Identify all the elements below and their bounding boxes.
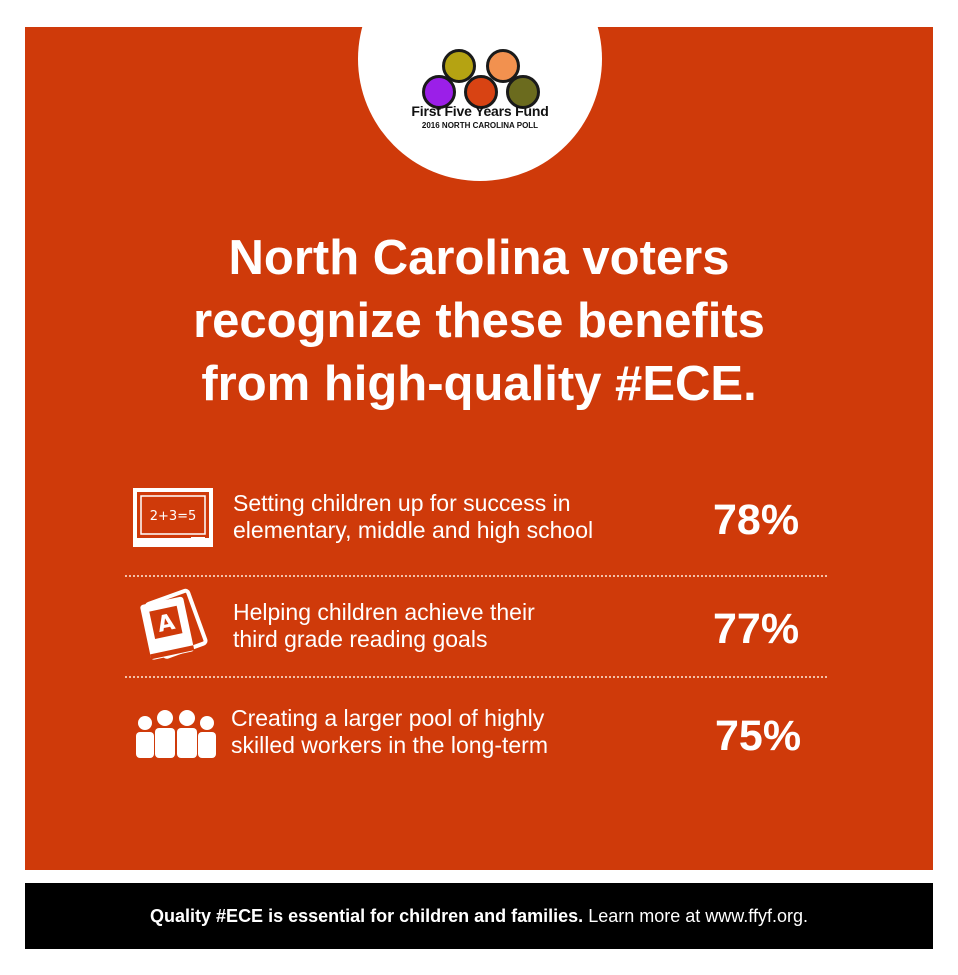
- logo-name: First Five Years Fund: [411, 103, 549, 119]
- dotted-divider: [125, 676, 827, 678]
- people-group-icon: [136, 710, 216, 758]
- logo-subtitle: 2016 NORTH CAROLINA POLL: [421, 121, 539, 130]
- benefit-row-skilled-workers: Creating a larger pool of highly skilled…: [25, 695, 933, 775]
- logo-dot-orange: [486, 49, 520, 83]
- book-letter: A: [155, 610, 177, 638]
- logo: First Five Years Fund 2016 NORTH CAROLIN…: [358, 27, 602, 181]
- dotted-divider: [125, 575, 827, 577]
- chalkboard-text: 2+3=5: [150, 509, 197, 524]
- footer-tagline: Quality #ECE is essential for children a…: [150, 906, 584, 926]
- benefit-percent: 75%: [715, 712, 802, 760]
- benefit-text: Creating a larger pool of highly skilled…: [231, 705, 549, 758]
- headline-line-3: from high-quality #ECE.: [201, 357, 757, 411]
- books-icon: A: [140, 588, 208, 660]
- benefit-text: Helping children achieve their third gra…: [233, 599, 535, 652]
- logo-dot-red: [464, 75, 498, 109]
- benefit-text: Setting children up for success in eleme…: [233, 490, 594, 543]
- footer-bar: Quality #ECE is essential for children a…: [25, 883, 933, 949]
- headline: North Carolina voters recognize these be…: [25, 227, 933, 416]
- benefit-row-school-success: 2+3=5 Setting children up for success in…: [25, 480, 933, 560]
- infographic-panel: First Five Years Fund 2016 NORTH CAROLIN…: [25, 27, 933, 870]
- logo-dot-green: [506, 75, 540, 109]
- benefit-percent: 77%: [713, 605, 800, 653]
- logo-dot-purple: [422, 75, 456, 109]
- headline-line-1: North Carolina voters: [228, 231, 730, 285]
- headline-line-2: recognize these benefits: [193, 294, 765, 348]
- chalkboard-icon: 2+3=5: [133, 488, 213, 547]
- benefit-row-reading-goals: A Helping children achieve their third g…: [25, 587, 933, 667]
- benefit-percent: 78%: [713, 496, 800, 544]
- footer-link-text: Learn more at www.ffyf.org.: [588, 906, 808, 926]
